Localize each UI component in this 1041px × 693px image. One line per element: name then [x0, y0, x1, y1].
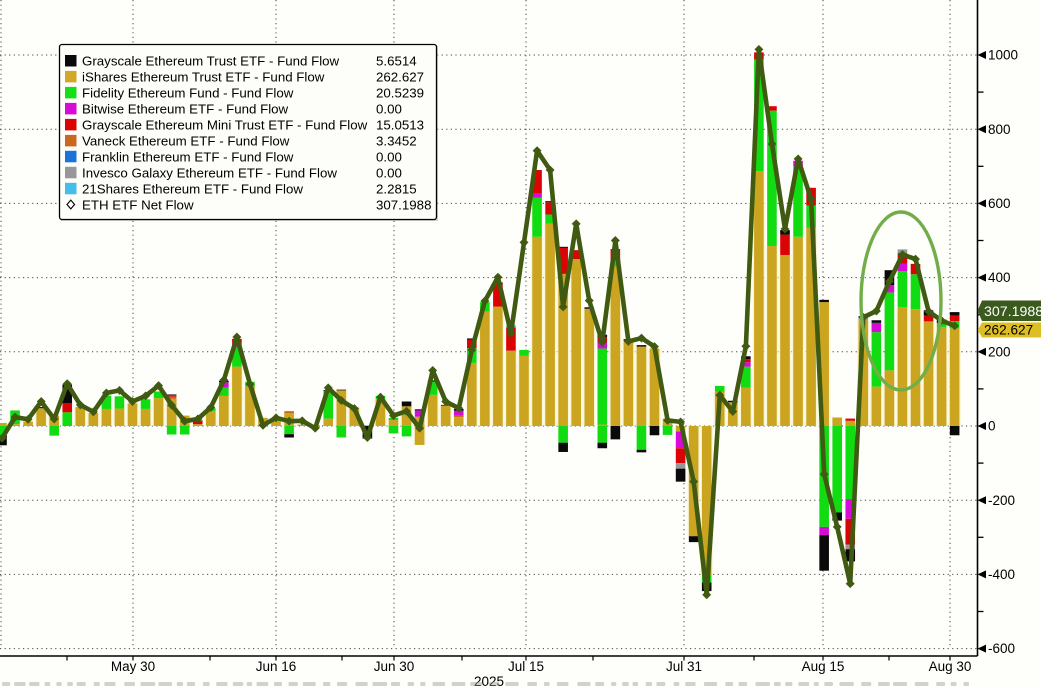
svg-text:262.627: 262.627 [376, 70, 424, 85]
svg-text:800: 800 [988, 122, 1011, 137]
svg-text:Fidelity Ethereum Fund - Fund: Fidelity Ethereum Fund - Fund Flow [82, 86, 294, 101]
svg-text:0: 0 [988, 419, 996, 434]
svg-text:1000: 1000 [988, 48, 1018, 63]
svg-text:307.1988: 307.1988 [984, 304, 1041, 320]
svg-text:-400: -400 [988, 567, 1015, 582]
svg-text:2025: 2025 [474, 674, 504, 688]
svg-text:5.6514: 5.6514 [376, 54, 417, 69]
svg-text:21Shares Ethereum ETF - Fund F: 21Shares Ethereum ETF - Fund Flow [82, 181, 303, 196]
svg-text:-600: -600 [988, 641, 1015, 656]
svg-text:3.3452: 3.3452 [376, 133, 417, 148]
svg-text:ETH ETF Net Flow: ETH ETF Net Flow [82, 197, 194, 212]
svg-text:Invesco Galaxy Ethereum ETF -: Invesco Galaxy Ethereum ETF - Fund Flow [82, 165, 337, 180]
svg-text:600: 600 [988, 196, 1011, 211]
svg-text:200: 200 [988, 344, 1011, 359]
svg-text:Jun 16: Jun 16 [256, 659, 297, 674]
svg-text:iShares Ethereum Trust ETF - F: iShares Ethereum Trust ETF - Fund Flow [82, 70, 325, 85]
svg-text:Aug 15: Aug 15 [802, 659, 845, 674]
svg-text:262.627: 262.627 [984, 323, 1033, 338]
svg-text:2.2815: 2.2815 [376, 181, 417, 196]
svg-text:15.0513: 15.0513 [376, 117, 424, 132]
svg-text:307.1988: 307.1988 [376, 197, 431, 212]
svg-text:400: 400 [988, 270, 1011, 285]
svg-text:-200: -200 [988, 493, 1015, 508]
svg-text:Aug 30: Aug 30 [929, 659, 972, 674]
svg-text:May 30: May 30 [111, 659, 155, 674]
svg-text:Jun 30: Jun 30 [374, 659, 415, 674]
svg-text:Grayscale Ethereum Mini Trust: Grayscale Ethereum Mini Trust ETF - Fund… [82, 117, 368, 132]
svg-text:Jul 31: Jul 31 [666, 659, 702, 674]
svg-text:Grayscale Ethereum Trust ETF -: Grayscale Ethereum Trust ETF - Fund Flow [82, 54, 340, 69]
svg-text:0.00: 0.00 [376, 101, 402, 116]
svg-text:20.5239: 20.5239 [376, 86, 424, 101]
svg-text:Bitwise Ethereum ETF - Fund Fl: Bitwise Ethereum ETF - Fund Flow [82, 101, 289, 116]
svg-text:Jul 15: Jul 15 [508, 659, 544, 674]
svg-text:Vaneck Ethereum ETF - Fund Flo: Vaneck Ethereum ETF - Fund Flow [82, 133, 290, 148]
svg-text:0.00: 0.00 [376, 165, 402, 180]
svg-text:Franklin Ethereum ETF - Fund F: Franklin Ethereum ETF - Fund Flow [82, 149, 294, 164]
svg-text:0.00: 0.00 [376, 149, 402, 164]
